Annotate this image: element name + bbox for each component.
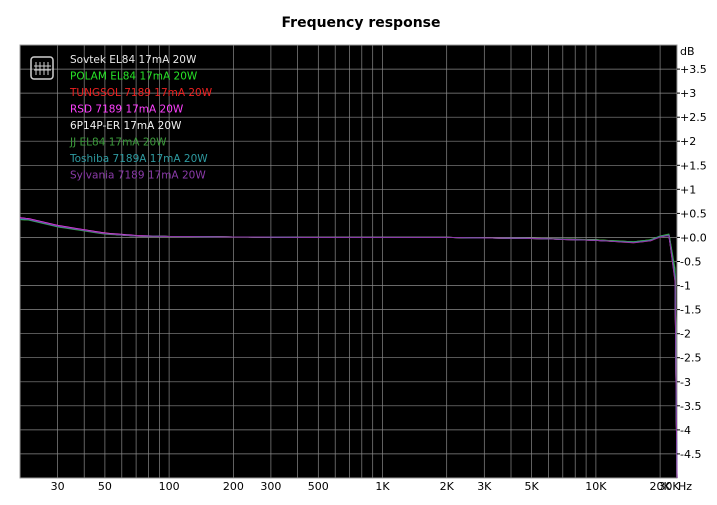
- y-axis-unit: dB: [680, 45, 695, 58]
- x-tick-label: 20K: [649, 480, 671, 493]
- series-lines: [19, 217, 678, 479]
- y-axis-ticks: +3.5 +3 +2.5 +2 +1.5 +1 +0.5 +0.0 -0.5 -1 -1.5 -2 -2…: [677, 63, 707, 461]
- y-tick-label: +0.0: [680, 231, 707, 244]
- x-tick-label: 30: [51, 480, 65, 493]
- y-tick-label: -2: [680, 328, 691, 341]
- x-tick-label: 200: [223, 480, 244, 493]
- x-tick-label: 5K: [524, 480, 539, 493]
- y-tick-label: -4: [680, 424, 691, 437]
- grid-lines: [20, 45, 677, 478]
- x-tick-label: 10K: [585, 480, 607, 493]
- legend-entry: Toshiba 7189A 17mA 20W: [69, 153, 208, 165]
- x-axis-unit: Hz: [678, 480, 692, 493]
- y-tick-label: -3.5: [680, 400, 701, 413]
- y-tick-label: +3: [680, 87, 696, 100]
- chart-title: Frequency response: [282, 15, 441, 31]
- y-tick-label: +1: [680, 183, 696, 196]
- legend-entry: 6P14P-ER 17mA 20W: [70, 120, 182, 132]
- y-tick-label: +2: [680, 135, 696, 148]
- legend-entry: POLAM EL84 17mA 20W: [70, 71, 198, 83]
- series-line: [19, 217, 678, 479]
- y-tick-label: +1.5: [680, 159, 707, 172]
- x-tick-label: 100: [159, 480, 180, 493]
- y-tick-label: -1: [680, 280, 691, 293]
- x-tick-label: 2K: [440, 480, 455, 493]
- spectrum-icon: [30, 56, 54, 80]
- x-tick-label: 300: [260, 480, 281, 493]
- x-tick-label: 50: [98, 480, 112, 493]
- y-tick-label: -0.5: [680, 256, 701, 269]
- y-tick-label: +3.5: [680, 63, 707, 76]
- legend-entry: Sovtek EL84 17mA 20W: [70, 54, 197, 66]
- legend: Sovtek EL84 17mA 20W POLAM EL84 17mA 20W T…: [30, 54, 213, 182]
- legend-entry: Sylvania 7189 17mA 20W: [70, 170, 206, 182]
- y-tick-label: -2.5: [680, 352, 701, 365]
- x-tick-label: 3K: [477, 480, 492, 493]
- legend-entry: JJ EL84 17mA 20W: [69, 137, 167, 149]
- y-tick-label: -3: [680, 376, 691, 389]
- y-tick-label: +0.5: [680, 207, 707, 220]
- y-tick-label: +2.5: [680, 111, 707, 124]
- y-tick-label: -4.5: [680, 448, 701, 461]
- x-tick-label: 30K: [658, 480, 680, 493]
- legend-entry: TUNGSOL 7189 17mA 20W: [69, 87, 213, 99]
- x-tick-label: 500: [308, 480, 329, 493]
- x-tick-label: 1K: [375, 480, 390, 493]
- legend-entry: RSD 7189 17mA 20W: [70, 104, 184, 116]
- y-tick-label: -1.5: [680, 304, 701, 317]
